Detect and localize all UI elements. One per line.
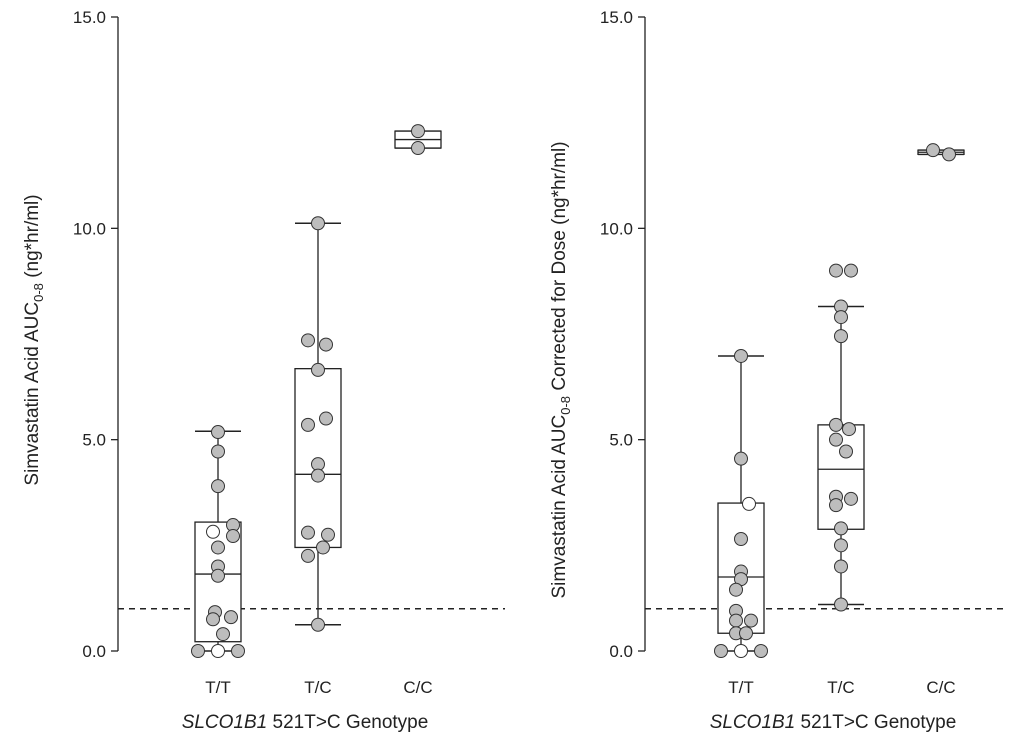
data-point xyxy=(231,644,245,658)
y-tick-label: 5.0 xyxy=(82,431,106,450)
data-point xyxy=(829,498,843,513)
data-point xyxy=(754,644,768,658)
data-point xyxy=(839,444,853,459)
box-c-c xyxy=(917,149,965,156)
x-axis-title: SLCO1B1 521T>C Genotype xyxy=(182,712,429,733)
x-axis-title: SLCO1B1 521T>C Genotype xyxy=(710,712,957,733)
data-point xyxy=(216,627,230,642)
data-point-open xyxy=(734,644,748,658)
y-tick-label: 10.0 xyxy=(600,219,633,238)
data-point xyxy=(301,417,315,432)
data-point xyxy=(211,568,225,583)
y-axis-title-main: Simvastatin Acid AUC xyxy=(549,415,570,599)
data-point xyxy=(844,491,858,506)
y-axis-title-main: Simvastatin Acid AUC xyxy=(22,302,43,486)
data-point xyxy=(211,479,225,494)
data-point xyxy=(734,451,748,466)
y-tick-label: 15.0 xyxy=(73,8,106,27)
data-point xyxy=(224,610,238,625)
data-point xyxy=(211,540,225,555)
data-point xyxy=(744,613,758,628)
data-point xyxy=(321,527,335,542)
data-point xyxy=(226,529,240,544)
data-point xyxy=(942,147,956,162)
y-axis-title: Simvastatin Acid AUC0-8 Corrected for Do… xyxy=(549,141,573,598)
data-point xyxy=(734,531,748,546)
data-point xyxy=(191,644,205,658)
x-category-label: C/C xyxy=(926,678,955,697)
data-point xyxy=(301,333,315,348)
x-axis-title-rest: 521T>C Genotype xyxy=(795,712,956,733)
y-tick-label: 0.0 xyxy=(82,642,106,661)
data-point xyxy=(729,613,743,628)
data-point xyxy=(211,444,225,459)
y-tick-label: 15.0 xyxy=(600,8,633,27)
data-point xyxy=(834,310,848,325)
panel-right: 0.0 5.0 10.0 15.0 T/T T/C C/C Simvastatin Acid … xyxy=(549,8,1003,733)
data-point xyxy=(206,612,220,627)
data-point xyxy=(834,538,848,553)
data-point xyxy=(834,559,848,574)
data-point xyxy=(926,143,940,158)
data-point xyxy=(316,540,330,555)
x-axis-title-rest: 521T>C Genotype xyxy=(267,712,428,733)
data-point-open xyxy=(211,644,225,658)
x-category-label: T/T xyxy=(728,678,754,697)
data-point xyxy=(411,141,425,156)
data-point xyxy=(834,521,848,536)
data-point xyxy=(319,337,333,352)
data-point xyxy=(834,597,848,612)
y-tick-label: 0.0 xyxy=(609,642,633,661)
data-point xyxy=(411,124,425,139)
data-point xyxy=(844,263,858,278)
data-point xyxy=(311,468,325,483)
x-category-label: T/C xyxy=(827,678,854,697)
data-point-open xyxy=(742,496,756,511)
data-point xyxy=(739,626,753,641)
y-tick-label: 10.0 xyxy=(73,219,106,238)
data-point xyxy=(729,582,743,597)
data-point xyxy=(734,348,748,363)
y-axis-title-subscript: 0-8 xyxy=(558,396,573,415)
data-point xyxy=(311,216,325,231)
y-axis-title: Simvastatin Acid AUC0-8 (ng*hr/ml) xyxy=(22,194,46,485)
y-tick-label: 5.0 xyxy=(609,431,633,450)
data-point xyxy=(319,411,333,426)
y-axis-title-subscript: 0-8 xyxy=(31,283,46,302)
panel-left: 0.0 5.0 10.0 15.0 T/T T/C C/C Simvastatin Acid … xyxy=(22,8,505,733)
y-axis-title-rest: Corrected for Dose (ng*hr/ml) xyxy=(549,141,570,395)
x-axis-title-gene: SLCO1B1 xyxy=(710,712,796,733)
data-point xyxy=(211,425,225,440)
data-point xyxy=(301,548,315,563)
data-point xyxy=(842,422,856,437)
data-point-open xyxy=(206,524,220,539)
data-point xyxy=(714,644,728,658)
x-category-label: C/C xyxy=(403,678,432,697)
x-category-label: T/C xyxy=(304,678,331,697)
data-point xyxy=(829,263,843,278)
data-point xyxy=(829,417,843,432)
data-point xyxy=(301,525,315,540)
data-point xyxy=(311,362,325,377)
box-t-c xyxy=(817,305,865,606)
y-axis-title-rest: (ng*hr/ml) xyxy=(22,194,43,283)
x-category-label: T/T xyxy=(205,678,231,697)
data-point xyxy=(829,432,843,447)
data-point xyxy=(834,329,848,344)
x-axis-title-gene: SLCO1B1 xyxy=(182,712,268,733)
data-point xyxy=(311,617,325,632)
